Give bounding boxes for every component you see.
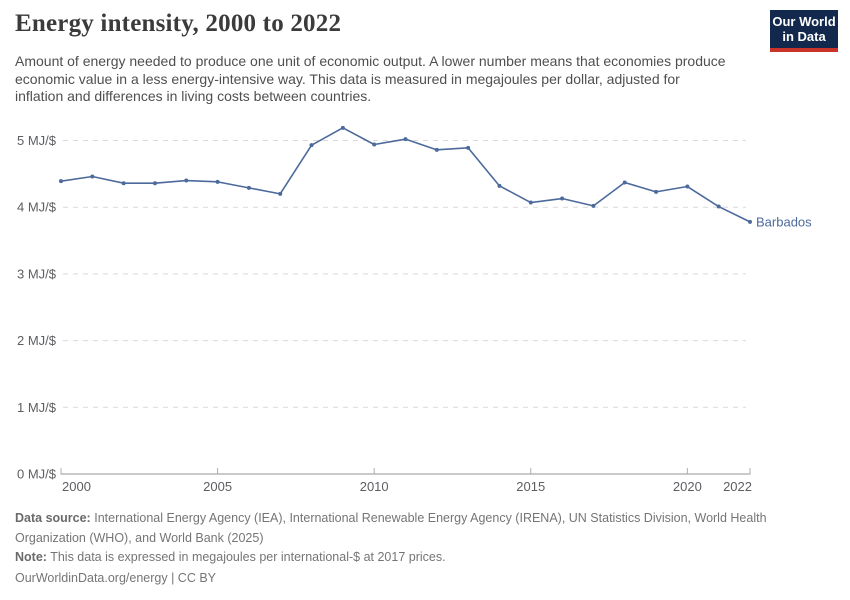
data-point (716, 204, 721, 209)
data-point (466, 145, 471, 150)
y-axis-label: 1 MJ/$ (17, 400, 57, 415)
data-source-line: Data source: International Energy Agency… (15, 509, 813, 548)
data-point (246, 185, 251, 190)
data-point (309, 143, 314, 148)
x-axis-label: 2022 (723, 479, 752, 494)
owid-logo: Our World in Data (770, 10, 838, 52)
chart-title: Energy intensity, 2000 to 2022 (15, 10, 342, 37)
line-chart: 0 MJ/$ 1 MJ/$ 2 MJ/$ 3 MJ/$ 4 MJ/$ 5 MJ/$ 2000… (17, 125, 812, 494)
data-point (59, 179, 63, 184)
owid-logo-line2: in Data (782, 29, 826, 44)
note-line: Note: This data is expressed in megajoul… (15, 548, 813, 568)
y-axis-label: 3 MJ/$ (17, 266, 57, 281)
data-point (748, 219, 752, 224)
data-point (340, 125, 345, 130)
y-axis-label: 0 MJ/$ (17, 467, 57, 482)
data-point (403, 137, 408, 142)
data-point (434, 147, 439, 152)
chart-footer: Data source: International Energy Agency… (15, 509, 813, 588)
data-line (60, 127, 751, 223)
data-point (184, 178, 189, 183)
data-point (152, 181, 157, 186)
owid-logo-line1: Our World (772, 14, 836, 29)
y-axis-label: 5 MJ/$ (17, 133, 57, 148)
data-point (528, 200, 533, 205)
data-source-text: International Energy Agency (IEA), Inter… (15, 511, 767, 545)
x-axis-label: 2000 (62, 479, 91, 494)
x-axis-label: 2020 (673, 479, 702, 494)
x-axis-label: 2010 (360, 479, 389, 494)
data-point (560, 196, 565, 201)
data-point (90, 174, 95, 179)
data-point (622, 180, 627, 185)
data-point (654, 189, 659, 194)
series-label: Barbados (756, 214, 812, 229)
note-text: This data is expressed in megajoules per… (50, 550, 446, 564)
note-label: Note: (15, 550, 47, 564)
data-point (497, 183, 502, 188)
x-axis-label: 2005 (203, 479, 232, 494)
data-point (278, 191, 283, 196)
data-point (372, 142, 377, 147)
y-axis-label: 2 MJ/$ (17, 333, 57, 348)
data-source-label: Data source: (15, 511, 91, 525)
license-line: OurWorldinData.org/energy | CC BY (15, 570, 217, 585)
data-point (215, 179, 220, 184)
data-point (121, 181, 126, 186)
data-point (591, 203, 596, 208)
chart-subtitle: Amount of energy needed to produce one u… (15, 53, 726, 104)
x-axis-label: 2015 (516, 479, 545, 494)
data-point (685, 184, 690, 189)
y-axis-label: 4 MJ/$ (17, 200, 57, 215)
